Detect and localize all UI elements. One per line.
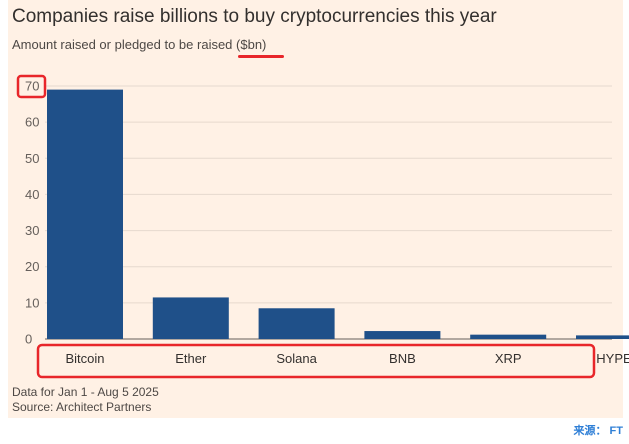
x-tick-label: HYPE (596, 351, 629, 366)
y-tick-label: 20 (25, 259, 39, 274)
y-tick-label: 40 (25, 187, 39, 202)
chart-subtitle: Amount raised or pledged to be raised ($… (12, 37, 266, 52)
date-note: Data for Jan 1 - Aug 5 2025 (12, 385, 159, 399)
x-tick-label: Bitcoin (65, 351, 104, 366)
y-tick-label: 10 (25, 295, 39, 310)
y-tick-label: 0 (25, 332, 32, 347)
source-credit: 来源： FT (573, 422, 623, 438)
bar (364, 331, 441, 339)
subtitle-text: Amount raised or pledged to be raised (12, 37, 237, 52)
y-tick-label: 70 (25, 79, 39, 94)
credit-label: 来源： (573, 425, 607, 437)
category-labels-highlight (36, 343, 596, 379)
subtitle-unit: ($bn) (236, 37, 267, 52)
x-tick-label: BNB (389, 351, 416, 366)
bar (576, 335, 629, 339)
credit-value: FT (609, 425, 623, 437)
bar (470, 334, 547, 339)
y-tick-label: 50 (25, 151, 39, 166)
top-tick-highlight (16, 74, 47, 99)
source-note: Source: Architect Partners (12, 400, 152, 414)
y-tick-label: 30 (25, 223, 39, 238)
bar (258, 308, 335, 339)
x-tick-label: Solana (276, 351, 317, 366)
x-tick-label: XRP (495, 351, 522, 366)
x-tick-label: Ether (175, 351, 207, 366)
y-tick-label: 60 (25, 115, 39, 130)
chart-notes: Data for Jan 1 - Aug 5 2025 Source: Arch… (12, 385, 159, 415)
bar (152, 297, 229, 339)
unit-underline-highlight (238, 55, 284, 58)
bar (47, 89, 123, 339)
chart-title: Companies raise billions to buy cryptocu… (12, 6, 497, 27)
